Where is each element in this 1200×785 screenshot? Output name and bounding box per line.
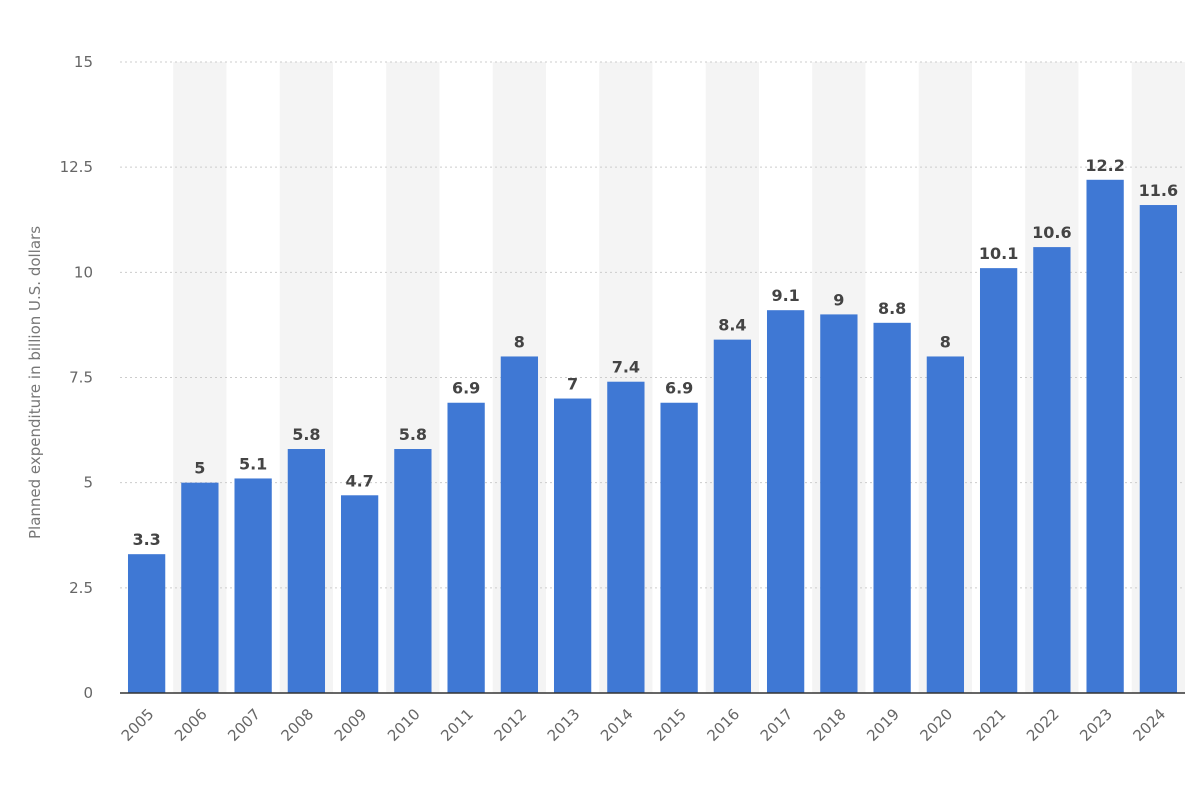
- bar: [873, 322, 911, 693]
- bar: [287, 449, 326, 693]
- bar-value-label: 11.6: [1139, 181, 1178, 200]
- bar: [394, 449, 432, 693]
- bar-value-label: 10.1: [979, 244, 1018, 263]
- y-tick-label: 5: [83, 474, 93, 492]
- y-tick-label: 2.5: [69, 579, 93, 597]
- y-tick-label: 15: [74, 53, 93, 71]
- bar: [1033, 247, 1071, 694]
- bar-value-label: 5.8: [292, 425, 320, 444]
- y-tick-label: 12.5: [60, 158, 93, 176]
- x-tick-label: 2011: [437, 705, 477, 745]
- bar-value-label: 8: [940, 332, 951, 351]
- x-tick-label: 2012: [490, 705, 530, 745]
- bar: [713, 339, 752, 693]
- bar-value-label: 7.4: [612, 358, 640, 377]
- bar-value-label: 5.1: [239, 454, 267, 473]
- bar: [234, 478, 272, 693]
- x-axis-ticks: 2005 2006 2007 2008 2009 2010 2011 2012 2013 2014…: [118, 705, 1169, 745]
- x-tick-label: 2024: [1129, 705, 1169, 745]
- bar-value-label: 4.7: [345, 471, 373, 490]
- x-tick-label: 2014: [597, 705, 637, 745]
- x-tick-label: 2007: [224, 705, 264, 745]
- bar: [1139, 205, 1178, 693]
- bars: [127, 179, 1178, 694]
- bar-value-label: 12.2: [1085, 156, 1124, 175]
- y-axis-label: Planned expenditure in billion U.S. doll…: [26, 226, 44, 539]
- x-tick-label: 2018: [810, 705, 850, 745]
- bar: [926, 356, 965, 693]
- bar: [340, 495, 379, 693]
- bar: [553, 398, 592, 693]
- bar: [127, 554, 166, 693]
- bar-value-label: 6.9: [665, 379, 693, 398]
- bar-value-label: 8: [514, 332, 525, 351]
- bar: [1086, 179, 1124, 693]
- x-tick-label: 2005: [118, 705, 158, 745]
- bar: [607, 381, 645, 693]
- bar-value-label: 3.3: [132, 530, 160, 549]
- bar: [660, 402, 698, 693]
- x-tick-label: 2015: [650, 705, 690, 745]
- x-tick-label: 2006: [171, 705, 211, 745]
- bar: [979, 268, 1018, 693]
- bar-value-label: 6.9: [452, 379, 480, 398]
- bar: [766, 310, 805, 693]
- bar: [500, 356, 539, 693]
- x-tick-label: 2008: [277, 705, 317, 745]
- bar-value-label: 9: [833, 290, 844, 309]
- x-tick-label: 2023: [1076, 705, 1116, 745]
- bar-value-label: 10.6: [1032, 223, 1071, 242]
- bar-value-label: 7: [567, 375, 578, 394]
- bar-value-label: 5.8: [399, 425, 427, 444]
- bar-value-label: 8.4: [718, 316, 746, 335]
- x-tick-label: 2020: [916, 705, 956, 745]
- bar: [447, 402, 485, 693]
- x-tick-label: 2022: [1023, 705, 1063, 745]
- x-tick-label: 2010: [384, 705, 424, 745]
- x-tick-label: 2009: [331, 705, 371, 745]
- x-tick-label: 2021: [970, 705, 1010, 745]
- y-tick-label: 0: [83, 684, 93, 702]
- value-labels: 3.3 5 5.1 5.8 4.7 5.8 6.9 8 7 7.4 6.9 8.4 9.1 9 8.8 8 10…: [132, 156, 1178, 549]
- bar-value-label: 8.8: [878, 299, 906, 318]
- y-tick-label: 7.5: [69, 369, 93, 387]
- y-axis-ticks: 0 2.5 5 7.5 10 12.5 15: [60, 53, 93, 702]
- bar: [820, 314, 858, 693]
- bar-value-label: 9.1: [771, 286, 799, 305]
- x-tick-label: 2013: [544, 705, 584, 745]
- x-tick-label: 2016: [703, 705, 743, 745]
- x-tick-label: 2019: [863, 705, 903, 745]
- y-tick-label: 10: [74, 263, 93, 281]
- x-tick-label: 2017: [757, 705, 797, 745]
- bar: [181, 482, 219, 693]
- bar-value-label: 5: [194, 459, 205, 478]
